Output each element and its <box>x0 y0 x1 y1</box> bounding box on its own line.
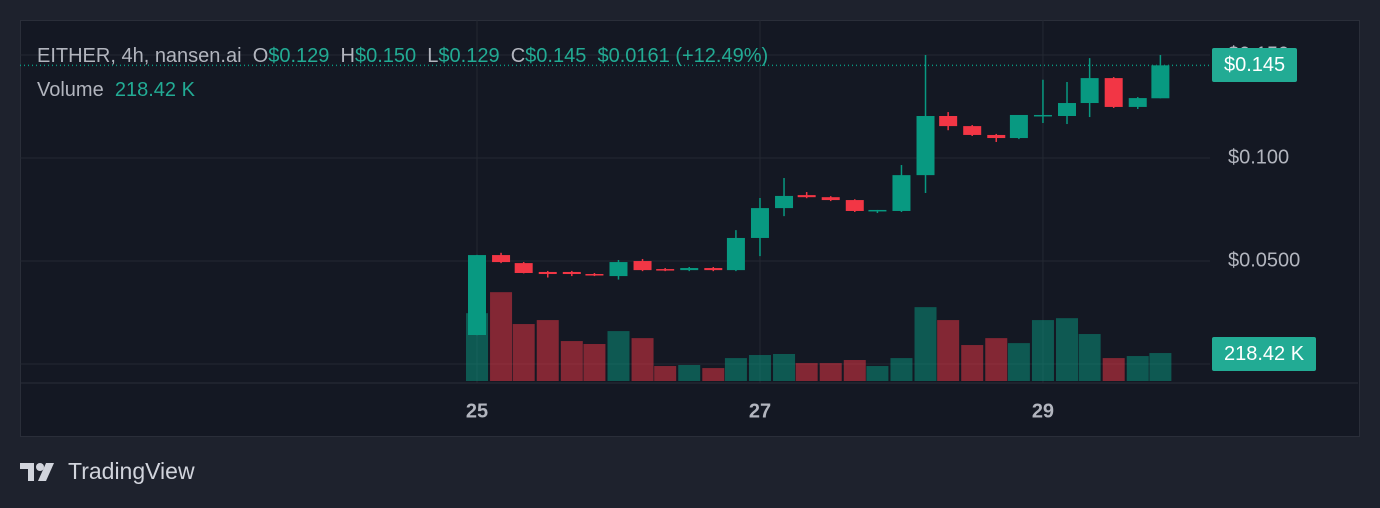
candle-body <box>1033 114 1052 117</box>
volume-bar <box>985 338 1008 381</box>
candle-body <box>1058 103 1077 117</box>
candle-body <box>468 255 487 335</box>
candle-body <box>916 116 935 176</box>
candle-body <box>845 200 864 211</box>
candle-body <box>633 261 652 271</box>
volume-bar <box>678 365 701 381</box>
candle-body <box>939 116 958 127</box>
open-value: $0.129 <box>268 45 330 67</box>
volume-bar <box>1126 356 1149 381</box>
volume-bar <box>512 324 535 381</box>
candle-body <box>680 268 699 271</box>
open-label: O <box>252 45 269 67</box>
volume-bar <box>490 292 513 381</box>
candle-body <box>1080 78 1099 104</box>
volume-bar <box>631 338 654 381</box>
volume-bar <box>607 331 630 381</box>
volume-bar <box>961 345 984 381</box>
candle-body <box>514 263 533 273</box>
x-tick-label: 27 <box>749 400 771 422</box>
candle-body <box>987 134 1006 139</box>
candle-body <box>1128 98 1147 107</box>
volume-label: Volume <box>37 79 104 101</box>
high-label: H <box>340 45 355 67</box>
volume-bar <box>702 368 725 381</box>
volume-row: Volume 218.42 K <box>37 77 768 103</box>
candle-body <box>585 274 604 276</box>
candle-body <box>821 197 840 201</box>
low-value: $0.129 <box>438 45 500 67</box>
volume-bar <box>724 358 747 381</box>
volume-bar <box>536 320 559 381</box>
volume-bar <box>795 363 818 381</box>
volume-bar <box>1102 358 1125 381</box>
logo <box>20 462 54 481</box>
volume-bar <box>914 307 937 381</box>
volume-bar <box>819 363 842 381</box>
volume-bar <box>560 341 583 381</box>
candle-body <box>797 195 816 198</box>
candle-body <box>750 208 769 238</box>
candle-body <box>775 195 794 209</box>
volume-bar <box>866 366 889 381</box>
volume-bar <box>1007 343 1030 381</box>
volume-badge: 218.42 K <box>1212 337 1317 371</box>
brand: TradingView <box>68 458 195 484</box>
candle-body <box>963 126 982 135</box>
legend: EITHER, 4h, nansen.ai O$0.129 H$0.150 L$… <box>37 43 768 103</box>
volume-value: 218.42 K <box>114 79 195 101</box>
x-tick-label: 25 <box>466 400 488 422</box>
x-tick-label: 29 <box>1032 400 1054 422</box>
volume-bar <box>1056 318 1079 381</box>
price-badge: $0.145 <box>1212 48 1298 82</box>
candle-body <box>492 255 511 263</box>
change-value: $0.0161 (+12.49%) <box>597 45 769 67</box>
candle-body <box>656 269 675 271</box>
low-label: L <box>427 45 439 67</box>
close-label: C <box>510 45 526 67</box>
high-value: $0.150 <box>355 45 417 67</box>
y-tick-label: $0.0500 <box>1228 249 1300 271</box>
candle-body <box>1009 114 1028 139</box>
volume-bar <box>1078 334 1101 381</box>
candle-body <box>1151 65 1170 99</box>
volume-bar <box>654 366 677 381</box>
volume-bar <box>748 355 771 381</box>
candle-body <box>868 209 887 212</box>
volume-bar <box>773 353 796 381</box>
volume-bar <box>937 320 960 381</box>
candle-body <box>1104 78 1123 107</box>
candle-body <box>609 262 628 277</box>
candle-body <box>726 237 745 271</box>
y-tick-label: $0.100 <box>1228 146 1289 168</box>
close-value: $0.145 <box>525 45 587 67</box>
volume-bar <box>1031 320 1054 381</box>
candle-body <box>538 271 557 275</box>
symbol: EITHER, 4h, nansen.ai <box>37 45 242 67</box>
volume-bar <box>583 344 606 381</box>
ohlc-row: EITHER, 4h, nansen.ai O$0.129 H$0.150 L$… <box>37 43 768 69</box>
candle-body <box>562 271 581 275</box>
volume-bar <box>843 360 866 381</box>
candle-body <box>704 268 723 271</box>
volume-bar <box>890 358 913 381</box>
volume-bar <box>1149 353 1172 381</box>
candle-body <box>892 175 911 211</box>
footer: TradingView <box>20 458 195 485</box>
